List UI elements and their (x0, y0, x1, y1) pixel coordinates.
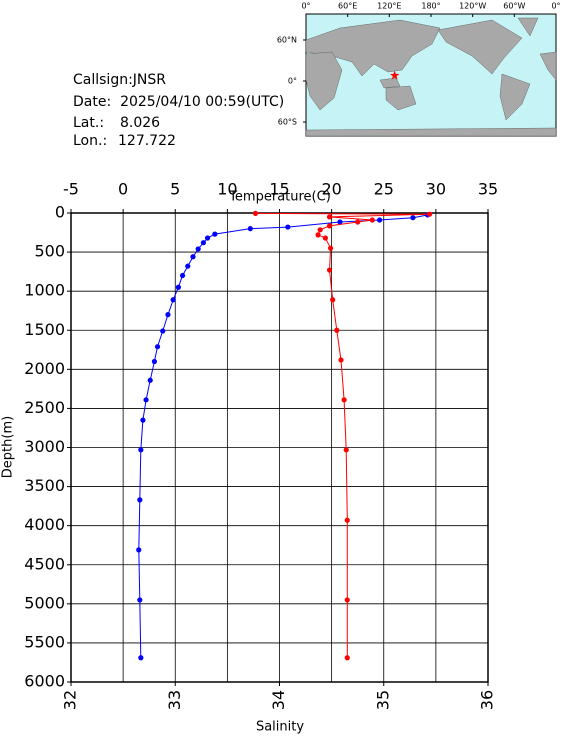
x2-tick-label: 34 (269, 690, 288, 710)
profile-point (343, 447, 349, 453)
map-land (305, 17, 557, 137)
x-tick-label: 20 (321, 180, 341, 199)
profile-point (160, 328, 166, 334)
profile-point (151, 358, 157, 365)
profile-point (165, 312, 171, 318)
y-tick-label: 0 (55, 203, 65, 222)
y-tick-label: 4000 (24, 515, 65, 534)
profile-point (136, 547, 142, 553)
lon-value: 127.722 (118, 133, 176, 149)
profile-point (330, 297, 336, 303)
profile-point (410, 215, 416, 221)
y-tick-label: 500 (34, 242, 65, 261)
profile-point (179, 272, 186, 279)
x-tick-label: 0 (118, 180, 128, 199)
profile-point (344, 655, 350, 661)
y-tick-label: 1500 (24, 320, 65, 339)
y-tick-label: 3000 (24, 437, 65, 456)
y-tick-label: 3500 (24, 476, 65, 495)
lat-value: 8.026 (120, 115, 160, 131)
map-x-tick-label: 180° (421, 2, 440, 11)
profile-point (326, 223, 333, 229)
profile-point (315, 232, 321, 238)
lon-label: Lon.: (73, 133, 107, 149)
profile-point (247, 226, 253, 232)
map-x-tick-label: 120°W (459, 2, 486, 11)
y-tick-label: 1000 (24, 281, 65, 300)
profile-point (185, 263, 191, 269)
profile-point (140, 417, 146, 423)
profile-point (137, 597, 143, 603)
y-tick-label: 2000 (24, 359, 65, 378)
profile-point (344, 517, 350, 523)
profile-point (337, 219, 343, 225)
y-tick-label: 5500 (24, 632, 65, 651)
profile-point (154, 344, 161, 350)
map-x-tick-label: 60°E (338, 2, 357, 11)
x-tick-label: 5 (170, 180, 180, 199)
map-y-tick-label: 60°S (278, 118, 297, 127)
profile-point (341, 397, 347, 403)
profile-line (138, 214, 428, 658)
x2-axis-label: Salinity (256, 720, 304, 735)
profile-point (427, 211, 433, 217)
map-x-tick-label: 0° (301, 2, 310, 11)
x-tick-label: 25 (374, 180, 394, 199)
x-tick-label: -5 (63, 180, 79, 199)
profile-point (195, 246, 201, 252)
profile-point (204, 235, 211, 241)
x2-tick-label: 36 (478, 690, 497, 710)
profile-point (190, 254, 196, 260)
profile-point (317, 227, 323, 233)
map-y-tick-label: 60°N (277, 36, 297, 45)
x2-tick-label: 32 (61, 690, 80, 710)
profile-point (138, 655, 144, 661)
profile-point (175, 284, 181, 290)
y-tick-label: 2500 (24, 398, 65, 417)
profile-point (334, 327, 340, 333)
profile-point (200, 240, 206, 246)
y-tick-label: 4500 (24, 554, 65, 573)
map (305, 13, 557, 137)
x2-tick-label: 35 (373, 690, 392, 710)
profile-point (147, 377, 153, 383)
map-x-tick-label: 60°W (503, 2, 525, 11)
profile-point (326, 214, 333, 220)
x-tick-label: 15 (269, 180, 289, 199)
map-x-tick-label: 0° (551, 2, 560, 11)
y-tick-label: 6000 (24, 672, 65, 691)
x-tick-label: 35 (478, 180, 498, 199)
x2-tick-label: 33 (165, 690, 184, 710)
map-x-tick-label: 120°E (377, 2, 401, 11)
profile-point (143, 397, 149, 403)
profile-point (355, 219, 361, 225)
profile-point (170, 297, 176, 303)
profile-point (344, 597, 350, 603)
profile-point (322, 235, 328, 241)
profile-point (327, 245, 334, 251)
station-marker (389, 70, 400, 80)
profile-point (252, 210, 259, 216)
profile-point (285, 224, 291, 230)
profile-point (137, 497, 143, 503)
map-y-tick-label: 0° (288, 77, 297, 86)
profile-line (255, 212, 430, 658)
y-axis-label: Depth(m) (1, 416, 16, 478)
x-axis-label: Temperature(C) (228, 190, 331, 205)
x-tick-label: 10 (217, 180, 237, 199)
profile-point (369, 217, 375, 223)
profile-point (376, 217, 383, 223)
profile-point (212, 231, 218, 237)
callsign: Callsign:JNSR (73, 72, 166, 88)
date: Date: 2025/04/10 00:59(UTC) (73, 94, 284, 110)
y-tick-label: 5000 (24, 593, 65, 612)
profile-point (138, 447, 144, 453)
profile-point (338, 357, 344, 363)
lat-label: Lat.: (73, 115, 104, 131)
x-tick-label: 30 (426, 180, 446, 199)
profile-point (326, 267, 333, 273)
